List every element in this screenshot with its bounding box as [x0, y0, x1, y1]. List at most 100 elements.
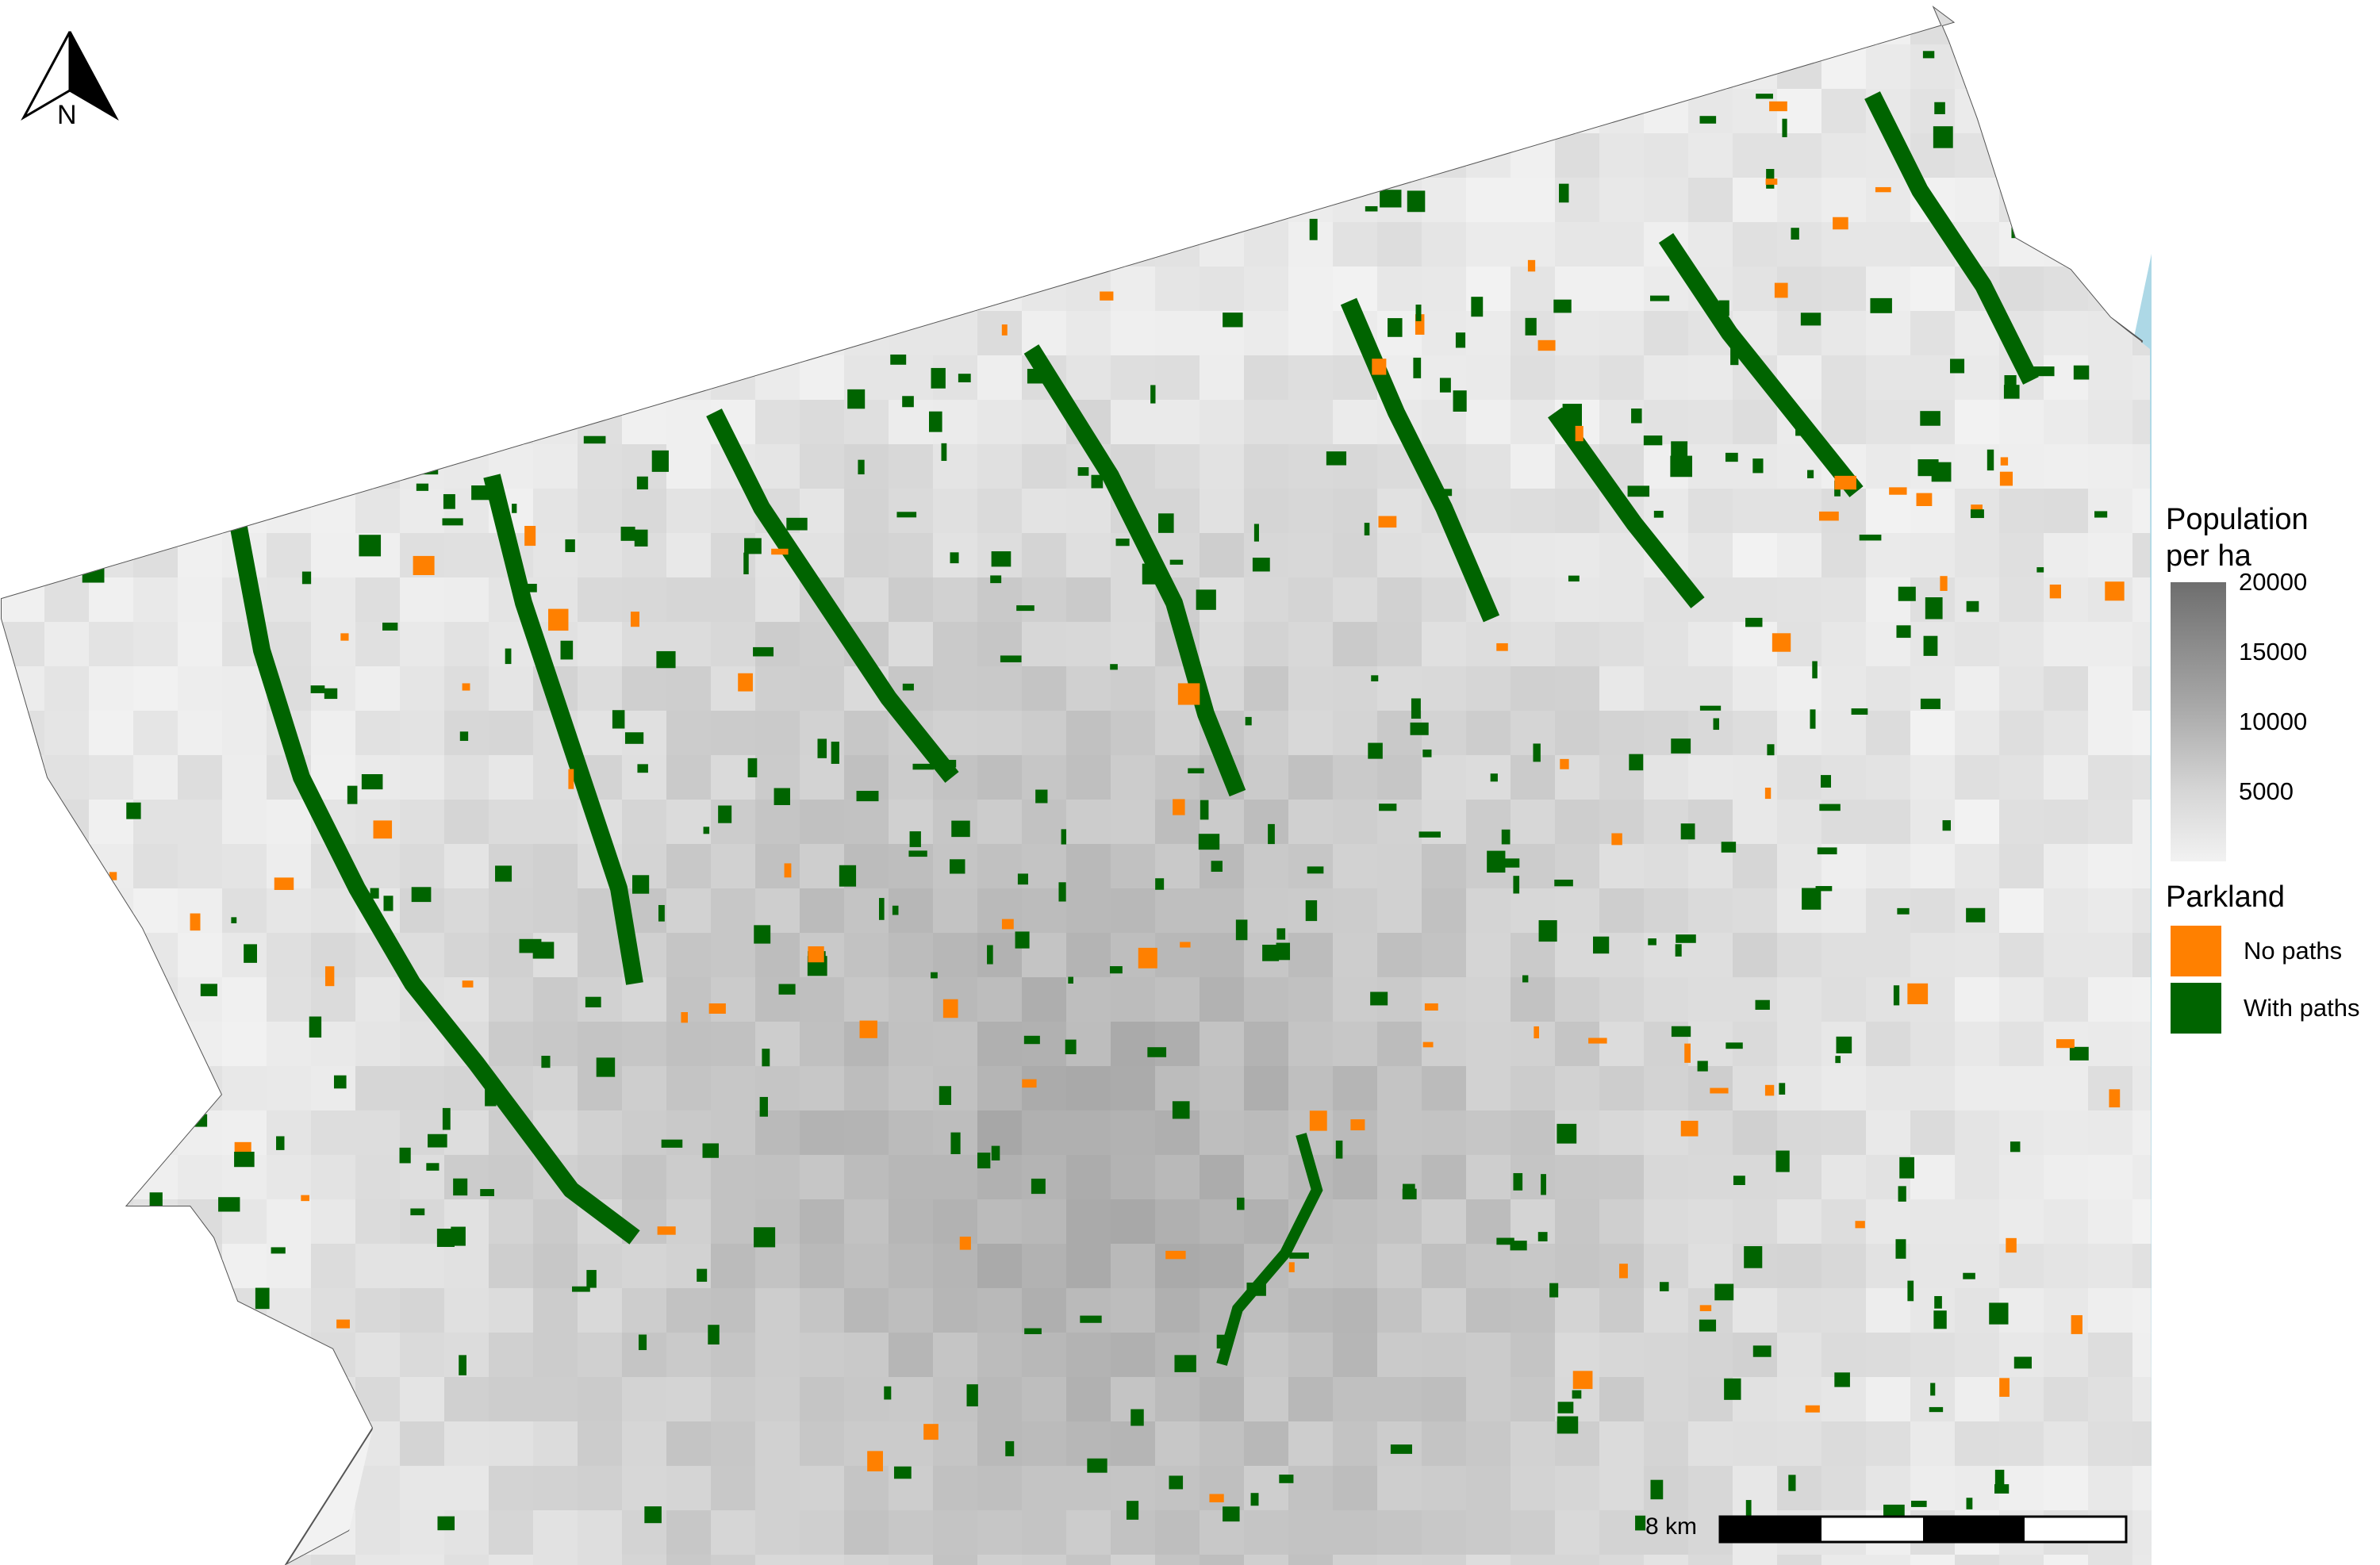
park-no-paths — [1177, 683, 1200, 705]
census-tract — [133, 711, 178, 756]
census-tract — [1111, 1333, 1156, 1378]
census-tract — [178, 666, 223, 712]
census-tract — [444, 400, 489, 445]
census-tract — [1777, 133, 1822, 178]
census-tract — [355, 178, 401, 223]
census-tract — [222, 1510, 267, 1555]
census-tract — [2088, 178, 2133, 223]
census-tract — [267, 1110, 312, 1156]
census-tract — [44, 489, 90, 534]
census-tract — [222, 1421, 267, 1467]
census-tract — [977, 1199, 1023, 1245]
census-tract — [44, 755, 90, 800]
park-with-paths — [378, 114, 385, 125]
census-tract — [711, 311, 756, 356]
census-tract — [133, 533, 178, 578]
census-tract — [1599, 622, 1645, 667]
census-tract — [844, 577, 889, 623]
census-tract — [1377, 933, 1422, 978]
park-no-paths — [2056, 1039, 2075, 1049]
census-tract — [1511, 800, 1556, 845]
census-tract — [1022, 44, 1067, 90]
census-tract — [1866, 1333, 1911, 1378]
census-tract — [1910, 1288, 1956, 1333]
census-tract — [2044, 222, 2089, 267]
census-tract — [444, 133, 489, 178]
park-with-paths — [1077, 467, 1089, 476]
park-with-paths — [747, 758, 758, 777]
population-legend-title: Population per ha — [2166, 503, 2309, 573]
park-no-paths — [1527, 259, 1536, 272]
census-tract — [267, 489, 312, 534]
census-tract — [1200, 89, 1245, 134]
census-tract — [800, 1377, 845, 1422]
census-tract — [666, 711, 712, 756]
census-tract — [178, 1066, 223, 1111]
census-tract — [44, 1377, 90, 1422]
census-tract — [1733, 533, 1778, 578]
park-with-paths — [1714, 1283, 1734, 1301]
census-tract — [666, 1022, 712, 1067]
census-tract — [533, 1333, 578, 1378]
census-tract — [44, 1421, 90, 1467]
census-tract — [1866, 1466, 1911, 1511]
park-no-paths — [1064, 167, 1073, 174]
census-tract — [533, 844, 578, 889]
ravine-park — [483, 474, 643, 985]
census-tract — [1821, 1421, 1867, 1467]
census-tract — [800, 1555, 845, 1565]
park-with-paths — [774, 788, 790, 805]
park-no-paths — [569, 159, 581, 175]
census-tract — [1866, 1110, 1911, 1156]
census-tract — [2044, 44, 2089, 90]
census-tract — [1111, 1421, 1156, 1467]
census-tract — [1644, 1244, 1689, 1289]
census-tract — [1333, 489, 1378, 534]
census-tract — [133, 1421, 178, 1467]
park-with-paths — [755, 297, 771, 303]
census-tract — [666, 577, 712, 623]
census-tract — [489, 8, 534, 45]
park-with-paths — [218, 1197, 240, 1212]
census-tract — [1599, 1199, 1645, 1245]
park-no-paths — [681, 1011, 688, 1023]
census-tract — [1066, 1377, 1111, 1422]
park-with-paths — [1779, 1083, 1786, 1095]
park-with-paths — [1501, 829, 1511, 845]
census-tract — [2, 1377, 45, 1422]
census-tract — [844, 533, 889, 578]
park-with-paths — [1782, 118, 1787, 137]
census-tract — [933, 711, 978, 756]
census-tract — [1377, 755, 1422, 800]
census-tract — [578, 1466, 623, 1511]
census-tract — [355, 1244, 401, 1289]
census-tract — [666, 1466, 712, 1511]
census-tract — [889, 178, 934, 223]
park-with-paths — [443, 493, 455, 509]
census-tract — [2088, 1466, 2133, 1511]
census-tract — [1155, 133, 1200, 178]
census-tract — [1111, 133, 1156, 178]
park-with-paths — [1237, 1197, 1245, 1210]
park-with-paths — [703, 827, 710, 834]
census-tract — [1333, 933, 1378, 978]
census-tract — [1599, 44, 1645, 90]
census-tract — [1155, 222, 1200, 267]
park-with-paths — [1934, 1295, 1942, 1309]
census-tract — [666, 888, 712, 934]
park-with-paths — [1572, 1390, 1582, 1399]
census-tract — [133, 355, 178, 401]
census-tract — [1333, 1022, 1378, 1067]
park-no-paths — [1833, 217, 1848, 230]
census-tract — [2, 355, 45, 401]
census-tract — [1377, 533, 1422, 578]
census-tract — [1333, 8, 1378, 45]
census-tract — [844, 267, 889, 312]
census-tract — [666, 222, 712, 267]
census-tract — [1511, 1466, 1556, 1511]
census-tract — [1688, 133, 1733, 178]
census-tract — [489, 1199, 534, 1245]
census-tract — [622, 666, 667, 712]
census-tract — [444, 1555, 489, 1565]
park-with-paths — [142, 162, 149, 181]
